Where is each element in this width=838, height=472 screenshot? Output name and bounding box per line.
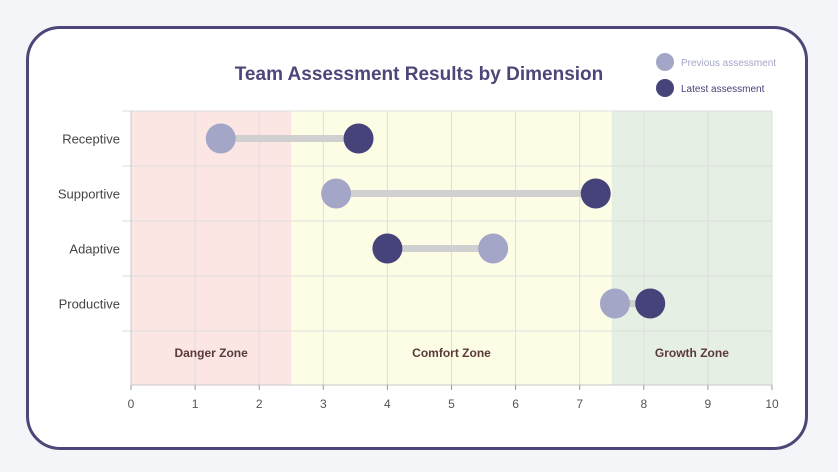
- category-label-receptive: Receptive: [62, 132, 120, 147]
- grid-layer: [122, 110, 773, 386]
- previous-point-receptive: [205, 123, 236, 154]
- latest-point-adaptive: [372, 233, 403, 264]
- x-tick-label: 2: [256, 397, 263, 411]
- previous-point-adaptive: [478, 233, 509, 264]
- category-label-productive: Productive: [59, 297, 120, 312]
- x-tick-label: 10: [765, 397, 779, 411]
- danger-zone-band: [131, 111, 292, 385]
- point-layer: [205, 123, 666, 319]
- x-tick-label: 3: [320, 397, 327, 411]
- label-layer: 0 1 2 3 4 5 6 7 8 9 10 Receptive Supportive Adaptive P…: [58, 132, 779, 412]
- x-tick-label: 8: [640, 397, 647, 411]
- latest-point-productive: [635, 288, 666, 319]
- x-tick-label: 1: [192, 397, 199, 411]
- x-tick-label: 7: [576, 397, 583, 411]
- legend-marker-previous: [656, 53, 674, 71]
- x-tick-label: 5: [448, 397, 455, 411]
- danger-zone-label: Danger Zone: [174, 346, 248, 360]
- growth-zone-band: [611, 111, 772, 385]
- category-label-supportive: Supportive: [58, 187, 120, 202]
- legend-marker-latest: [656, 79, 674, 97]
- latest-point-receptive: [343, 123, 374, 154]
- previous-point-productive: [599, 288, 630, 319]
- latest-point-supportive: [580, 178, 611, 209]
- x-tick-label: 9: [705, 397, 712, 411]
- x-tick-label: 4: [384, 397, 391, 411]
- growth-zone-label: Growth Zone: [655, 346, 729, 360]
- category-label-adaptive: Adaptive: [69, 242, 120, 257]
- x-tick-label: 0: [128, 397, 135, 411]
- legend-label-latest: Latest assessment: [681, 84, 765, 95]
- chart-title: Team Assessment Results by Dimension: [235, 64, 604, 85]
- legend-label-previous: Previous assessment: [681, 58, 776, 69]
- previous-point-supportive: [321, 178, 352, 209]
- x-tick-label: 6: [512, 397, 519, 411]
- comfort-zone-label: Comfort Zone: [412, 346, 491, 360]
- legend: Previous assessment Latest assessment: [656, 53, 776, 97]
